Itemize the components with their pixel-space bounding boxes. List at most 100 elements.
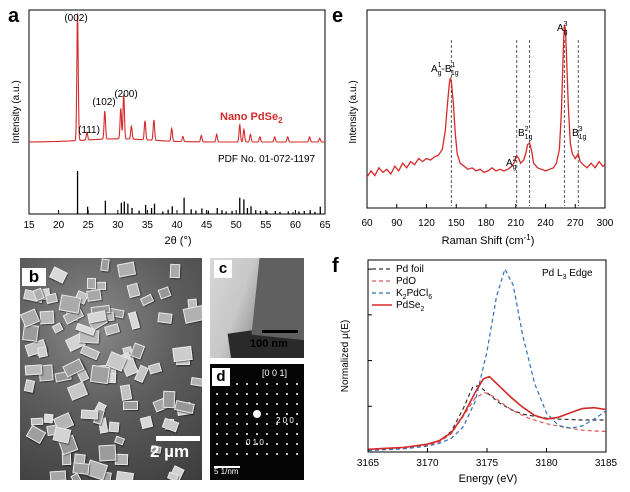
ml1-main: A: [506, 158, 513, 169]
saed-spot: [245, 402, 249, 406]
ml0-main: A: [431, 64, 438, 75]
panel-f-plot: [367, 267, 607, 452]
saed-spot: [265, 432, 269, 436]
mode-label-b1g2: B2 1g: [518, 126, 532, 141]
e-xtick-label: 120: [418, 218, 435, 229]
a-xtick-label: 35: [142, 220, 154, 231]
panel-f-edge-title: Pd L3 Edge: [542, 268, 593, 281]
saed-spot: [295, 452, 299, 456]
legend-entry: PdO: [396, 276, 416, 287]
ml4-sup: 3: [579, 126, 583, 133]
saed-spot: [255, 422, 259, 426]
sem-grain: [43, 413, 54, 424]
saed-spot: [255, 402, 259, 406]
xanes-pdse2: [367, 375, 607, 451]
f-xtick-label: 3170: [416, 458, 439, 469]
sem-grain: [161, 417, 179, 433]
saed-spot: [295, 392, 299, 396]
panel-f-ylabel: Normalized μ(E): [340, 320, 351, 392]
sem-scalebar-label: 2 µm: [150, 442, 190, 461]
saed-spot: [265, 402, 269, 406]
saed-spot: [215, 422, 219, 426]
sem-grain: [162, 390, 176, 408]
legend-entry-sub2: 6: [428, 294, 432, 301]
xanes-pd-foil: [367, 385, 606, 451]
panel-d-saed-pattern: d [0 0 1] 2 0 0 0 1 0 5 1/nm: [210, 364, 304, 480]
saed-spot-label-010: 0 1 0: [246, 438, 264, 447]
peak-label-102: (102): [92, 97, 115, 108]
saed-scalebar: [214, 466, 240, 468]
e-xtick-label: 210: [507, 218, 524, 229]
saed-spot: [275, 382, 279, 386]
a-xtick-label: 45: [201, 220, 213, 231]
sem-grain: [80, 409, 99, 420]
e-xtick-label: 240: [537, 218, 554, 229]
legend-entry-rest: PdCl: [407, 288, 429, 299]
panel-e: e 60 90 120 150 180 210 240 270 300 Intensity (a…: [332, 5, 614, 247]
a-xtick-label: 50: [231, 220, 243, 231]
panel-label-a: a: [8, 5, 20, 27]
panel-e-frame: [366, 9, 606, 209]
a-xtick-label: 55: [260, 220, 272, 231]
saed-spot: [295, 412, 299, 416]
sem-grain: [72, 462, 89, 475]
ml4-sub: 1g: [579, 134, 587, 141]
panel-f-frame: [367, 259, 607, 453]
saed-spot: [245, 442, 249, 446]
saed-spot: [225, 442, 229, 446]
sem-grain: [171, 346, 193, 363]
ml3-main: A: [557, 23, 564, 34]
saed-spot: [295, 382, 299, 386]
panel-a-x-ticks: 15 20 25 30 35 40 45 50 55 60 65: [23, 210, 331, 231]
e-xtick-label: 270: [567, 218, 584, 229]
ml0-mid: -B: [441, 64, 451, 75]
saed-spot: [245, 422, 249, 426]
sem-grain: [66, 381, 89, 402]
xanes-k2pdcl6: [367, 267, 607, 452]
a-xtick-label: 40: [171, 220, 183, 231]
legend-entry: Pd foil: [396, 264, 424, 275]
saed-spot: [245, 392, 249, 396]
legend-entry-name: PdSe: [396, 300, 421, 311]
edge-title-main: Pd L: [542, 268, 563, 279]
xrd-pattern-nano-pdse2: [29, 13, 325, 143]
sem-grain: [108, 421, 119, 433]
a-xtick-label: 60: [290, 220, 302, 231]
sem-grain: [104, 323, 120, 335]
sem-grain: [169, 264, 180, 279]
saed-spot: [215, 452, 219, 456]
panel-a-xlabel: 2θ (°): [164, 235, 191, 247]
sem-grain: [156, 312, 172, 324]
panel-e-plot: [366, 25, 606, 178]
e-xtick-label: 90: [391, 218, 403, 229]
sem-grain: [52, 426, 72, 444]
saed-spot: [275, 412, 279, 416]
saed-spot: [255, 432, 259, 436]
sem-grain: [139, 416, 153, 430]
saed-spot: [255, 392, 259, 396]
sem-grain: [114, 470, 135, 480]
sem-grain: [20, 308, 41, 328]
saed-spot-label-200: 2 0 0: [276, 416, 294, 425]
panel-label-b: b: [22, 268, 46, 286]
ml2-sup: 2: [525, 126, 529, 133]
a-xtick-label: 15: [23, 220, 35, 231]
sem-grain: [25, 424, 46, 445]
saed-spot: [235, 412, 239, 416]
sem-grain: [49, 470, 67, 480]
sem-grain: [98, 444, 117, 462]
saed-spot: [245, 452, 249, 456]
ml0-sub: g: [438, 70, 442, 77]
saed-spot: [245, 432, 249, 436]
saed-spot: [235, 392, 239, 396]
panel-e-xlabel-main: Raman Shift (cm: [442, 235, 524, 247]
saed-spot: [225, 402, 229, 406]
panel-e-ylabel: Intensity (a.u.): [348, 80, 359, 143]
ml0-sup2: 1: [451, 62, 455, 69]
legend-entry-sub: 2: [403, 294, 407, 301]
panel-f-ticks: 3165 3170 3175 3180 3185: [357, 268, 618, 469]
f-xtick-label: 3185: [595, 458, 618, 469]
saed-spot: [245, 412, 249, 416]
saed-spot: [215, 402, 219, 406]
